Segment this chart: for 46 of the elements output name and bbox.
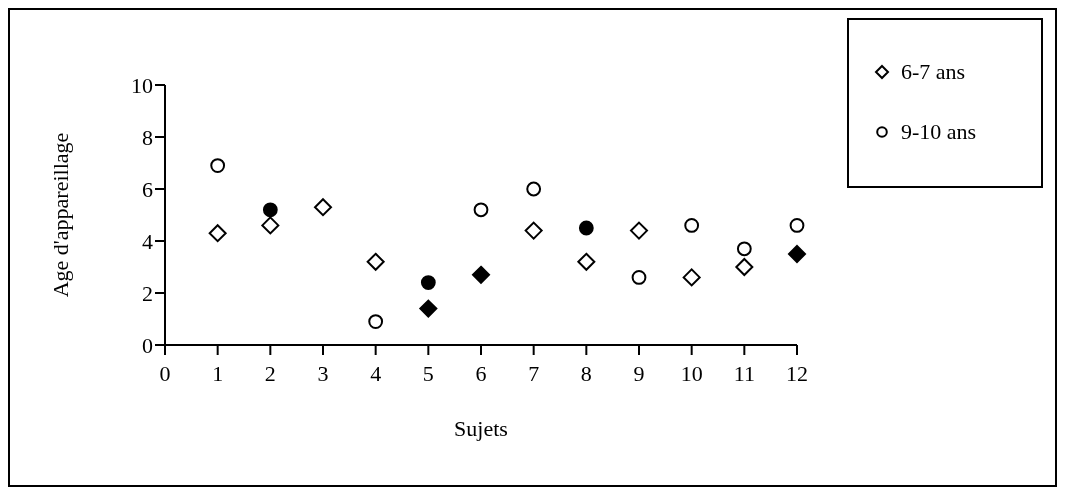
point (419, 299, 438, 318)
legend-label: 9-10 ans (901, 119, 977, 145)
x-tick-label: 9 (633, 360, 645, 386)
x-tick-label: 12 (786, 360, 808, 386)
legend-label: 6-7 ans (901, 59, 966, 85)
x-tick-label: 3 (317, 360, 329, 386)
x-axis-title: Sujets (454, 415, 508, 441)
point (631, 270, 647, 285)
x-tick-label: 6 (475, 360, 487, 386)
point (789, 218, 805, 233)
x-tick-label: 10 (680, 360, 703, 386)
point (684, 218, 700, 233)
y-tick-label: 2 (142, 280, 153, 306)
point (208, 224, 227, 243)
y-tick-label: 6 (142, 176, 153, 202)
point (735, 258, 754, 276)
y-tick-label: 4 (142, 228, 153, 254)
point (472, 265, 490, 284)
x-tick-label: 11 (733, 360, 755, 386)
point (420, 275, 436, 290)
x-tick-label: 8 (580, 360, 592, 386)
point (366, 252, 385, 271)
point (682, 268, 701, 287)
y-axis-title: Age d'appareillage (47, 132, 73, 298)
point (788, 245, 806, 263)
point (262, 202, 278, 218)
point (526, 181, 542, 197)
x-tick-label: 4 (370, 360, 382, 386)
point (261, 216, 280, 235)
y-tick-label: 0 (142, 332, 153, 358)
point (578, 220, 594, 236)
point (314, 198, 332, 217)
x-tick-label: 5 (422, 360, 434, 386)
point (210, 158, 226, 173)
point (736, 241, 752, 257)
x-tick-label: 0 (159, 360, 171, 386)
y-tick-label: 8 (142, 124, 153, 150)
point (630, 221, 648, 240)
point (577, 252, 596, 271)
y-tick-label: 10 (131, 72, 153, 98)
x-tick-label: 2 (264, 360, 276, 386)
point (524, 221, 543, 240)
x-tick-label: 1 (212, 360, 224, 386)
point (473, 202, 489, 218)
x-tick-label: 7 (528, 360, 540, 386)
point (368, 314, 384, 329)
